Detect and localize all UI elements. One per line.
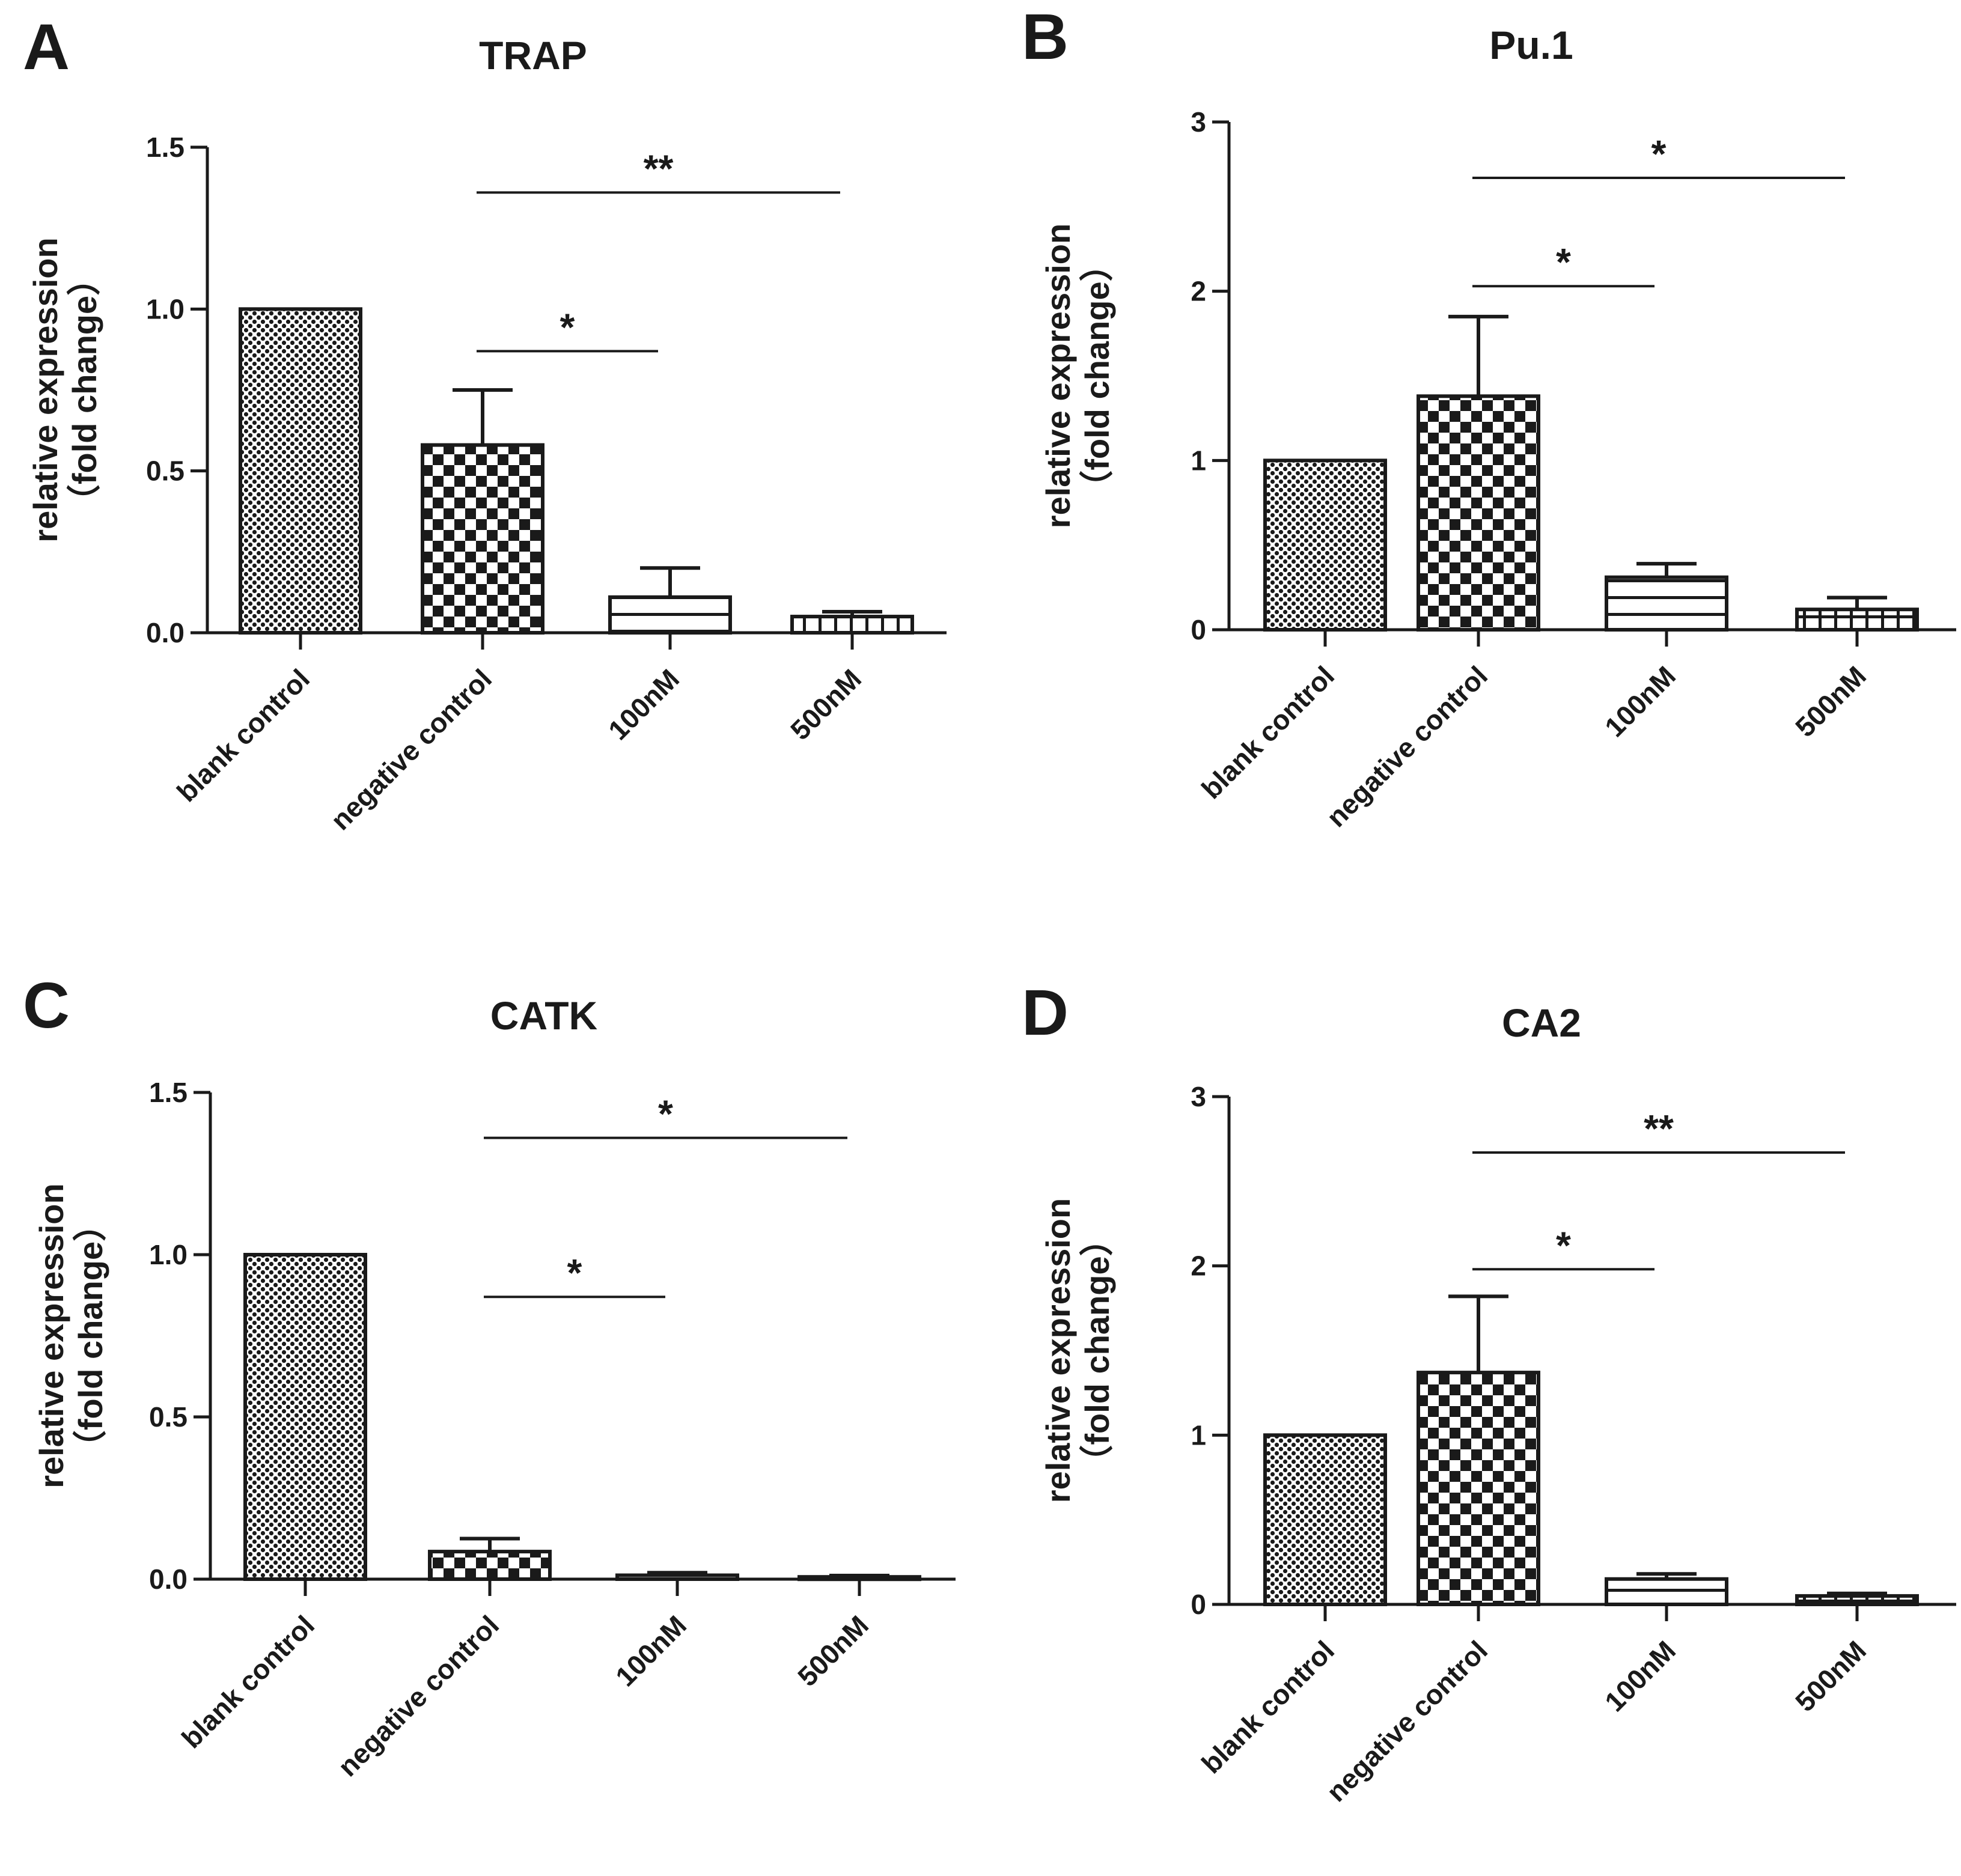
y-axis-label-units: （fold change）: [72, 1208, 109, 1464]
x-tick-label: 100nM: [602, 663, 685, 746]
y-axis-label: relative expression: [26, 237, 64, 542]
significance-marker: *: [1556, 240, 1571, 284]
bar-500nm: [1795, 1594, 1919, 1607]
y-tick-label: 1: [1191, 445, 1206, 476]
bar-blank-control: [1263, 458, 1387, 632]
x-tick-label: blank control: [175, 1609, 320, 1754]
significance-marker: *: [1651, 132, 1667, 175]
bar-negative-control: [421, 443, 544, 635]
y-tick-label: 1.0: [149, 1239, 188, 1270]
bar-500nm: [798, 1575, 921, 1582]
y-tick-label: 1.5: [146, 132, 185, 163]
panel-d: D CA2 0 1 2 3 relative expression （fold change）…: [1022, 976, 1956, 1807]
x-tick-label: 500nM: [1789, 660, 1872, 743]
bar-100nm: [1605, 575, 1728, 632]
y-tick-label: 2: [1191, 276, 1206, 307]
chart-title: TRAP: [479, 33, 587, 78]
x-tick-label: blank control: [1195, 660, 1340, 805]
significance-marker: **: [1644, 1107, 1674, 1150]
bar-blank-control: [243, 1253, 367, 1581]
x-tick-label: negative control: [1320, 660, 1493, 833]
panel-a: A TRAP 0.0 0.5 1.0 1.5 relative expression （fol…: [23, 10, 947, 836]
bar-blank-control: [1263, 1433, 1387, 1606]
panel-c: C CATK 0.0 0.5 1.0 1.5 relative expression （fol…: [23, 969, 956, 1782]
y-axis-label: relative expression: [32, 1183, 70, 1488]
panel-label: C: [23, 969, 70, 1041]
x-tick-label: negative control: [332, 1609, 505, 1782]
y-tick-label: 3: [1191, 1081, 1206, 1112]
significance-marker: *: [560, 305, 575, 349]
x-tick-label: negative control: [325, 663, 498, 836]
y-tick-label: 0.5: [149, 1401, 188, 1433]
x-tick-label: 100nM: [1599, 1634, 1682, 1717]
bar-500nm: [790, 615, 914, 635]
x-tick-label: 500nM: [791, 1609, 874, 1692]
y-axis-label: relative expression: [1039, 224, 1077, 528]
x-tick-label: 500nM: [784, 663, 867, 746]
chart-title: CA2: [1502, 1000, 1581, 1045]
x-tick-label: 100nM: [609, 1609, 692, 1692]
x-tick-label: 100nM: [1599, 660, 1682, 743]
bar-negative-control: [1417, 394, 1540, 632]
y-tick-label: 0: [1191, 614, 1206, 645]
panel-b: B Pu.1 0 1 2 3 relative expression （fold change…: [1022, 0, 1956, 833]
x-tick-label: negative control: [1320, 1634, 1493, 1807]
bar-100nm: [1605, 1577, 1728, 1606]
y-tick-label: 0.0: [149, 1564, 188, 1595]
panel-label: B: [1022, 0, 1069, 73]
y-tick-label: 1.0: [146, 293, 185, 324]
significance-marker: *: [658, 1092, 673, 1136]
bar-100nm: [608, 595, 732, 635]
y-tick-label: 2: [1191, 1250, 1206, 1282]
y-tick-label: 0.0: [146, 617, 185, 648]
y-axis-label-units: （fold change）: [1078, 248, 1116, 504]
panel-label: A: [23, 10, 70, 83]
y-tick-label: 1: [1191, 1419, 1206, 1451]
x-tick-label: blank control: [1195, 1634, 1340, 1779]
y-tick-label: 0: [1191, 1589, 1206, 1620]
x-tick-label: 500nM: [1789, 1634, 1872, 1717]
bar-negative-control: [1417, 1371, 1540, 1607]
chart-title: CATK: [490, 993, 598, 1038]
bar-negative-control: [428, 1550, 552, 1582]
y-tick-label: 1.5: [149, 1077, 188, 1108]
significance-marker: **: [644, 147, 674, 190]
bar-blank-control: [239, 307, 362, 635]
chart-title: Pu.1: [1489, 23, 1573, 67]
y-axis-label-units: （fold change）: [1078, 1222, 1116, 1478]
y-tick-label: 3: [1191, 106, 1206, 138]
y-axis-label: relative expression: [1039, 1198, 1077, 1503]
x-tick-label: blank control: [171, 663, 316, 808]
panel-label: D: [1022, 976, 1069, 1049]
y-axis-label-units: （fold change）: [66, 262, 103, 518]
significance-marker: *: [567, 1251, 582, 1294]
y-tick-label: 0.5: [146, 455, 185, 487]
significance-marker: *: [1556, 1223, 1571, 1267]
bar-100nm: [615, 1573, 739, 1582]
bar-500nm: [1795, 608, 1919, 632]
